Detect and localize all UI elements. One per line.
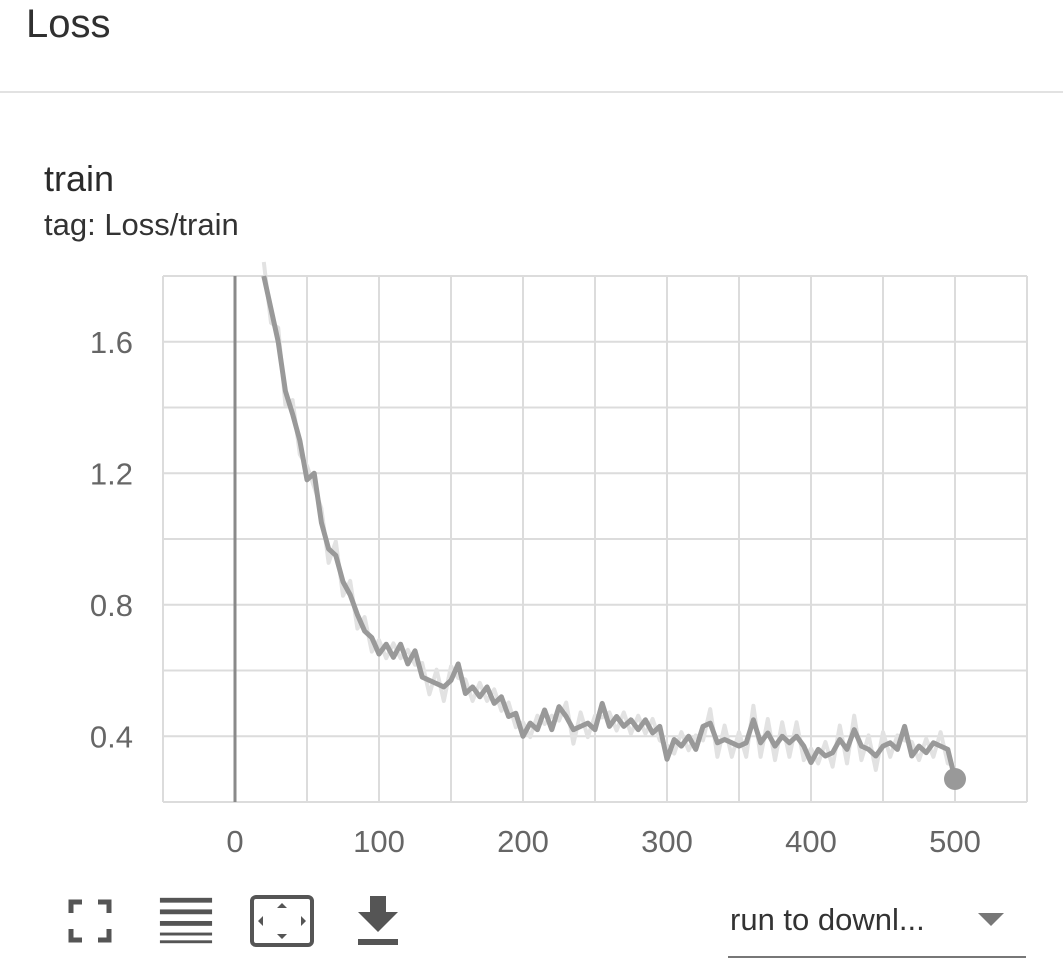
download-icon[interactable] — [350, 893, 406, 949]
x-tick-label: 100 — [353, 824, 405, 859]
y-tick-label: 1.6 — [90, 325, 133, 360]
y-tick-label: 0.8 — [90, 588, 133, 623]
x-tick-label: 500 — [929, 824, 981, 859]
x-tick-label: 400 — [785, 824, 837, 859]
loss-chart[interactable]: 0 100 200 300 400 500 0.4 0.8 1.2 1.6 — [0, 260, 1063, 890]
x-tick-label: 300 — [641, 824, 693, 859]
toggle-log-scale-icon[interactable] — [158, 893, 214, 949]
raw-series-layer — [261, 261, 956, 772]
fullscreen-icon[interactable] — [62, 893, 118, 949]
y-tick-label: 0.4 — [90, 719, 133, 754]
section-title: Loss — [26, 2, 111, 46]
fit-domain-icon[interactable] — [248, 893, 316, 949]
y-tick-label: 1.2 — [90, 456, 133, 491]
series-last-point — [944, 767, 966, 790]
chevron-down-icon — [978, 913, 1004, 926]
x-tick-label: 200 — [497, 824, 549, 859]
run-download-select[interactable]: run to downl... — [728, 896, 1026, 958]
raw-series-line — [261, 261, 956, 772]
series-layer — [261, 275, 966, 790]
run-select-value: run to downl... — [730, 902, 925, 937]
x-tick-label: 0 — [226, 824, 243, 859]
card-tag: tag: Loss/train — [44, 207, 239, 242]
card-title: train — [44, 158, 115, 199]
section-divider — [0, 91, 1063, 93]
tick-labels: 0 100 200 300 400 500 0.4 0.8 1.2 1.6 — [90, 325, 981, 859]
grid-lines — [162, 275, 1028, 803]
series-line — [261, 275, 958, 780]
